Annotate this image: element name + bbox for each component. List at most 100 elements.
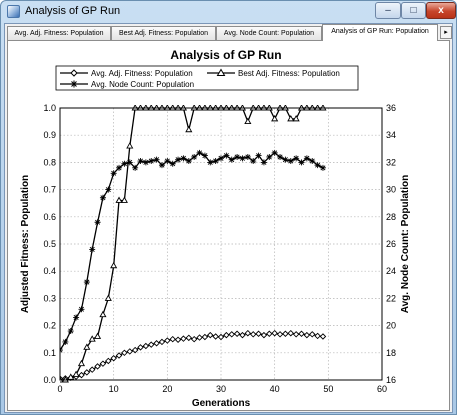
- legend-marker-best-fitness: [216, 68, 226, 76]
- data-point-star: [78, 306, 85, 313]
- data-point-diamond: [174, 336, 182, 343]
- chart-title: Analysis of GP Run: [170, 48, 281, 62]
- data-point-diamond: [249, 331, 257, 338]
- data-point-diamond: [223, 331, 230, 339]
- legend-box: [55, 65, 359, 91]
- data-point-triangle: [110, 261, 118, 269]
- data-point-star: [62, 338, 69, 345]
- data-point-diamond: [292, 331, 300, 338]
- data-point-star: [158, 162, 165, 169]
- data-point-diamond: [260, 331, 268, 339]
- data-point-diamond: [131, 346, 139, 354]
- tab-avg-node-count[interactable]: Avg. Node Count: Population: [216, 26, 322, 40]
- data-point-star: [244, 153, 251, 160]
- y-tick-label: 0.7: [43, 185, 56, 195]
- data-point-star: [105, 186, 112, 193]
- data-point-star: [169, 160, 176, 167]
- data-point-triangle: [88, 335, 96, 342]
- tab-analysis[interactable]: Analysis of GP Run: Population: [322, 24, 438, 41]
- tab-best-adj-fitness[interactable]: Best Adj. Fitness: Population: [111, 26, 216, 40]
- data-point-triangle: [292, 114, 300, 122]
- data-point-star: [153, 156, 160, 163]
- x-tick-label: 20: [162, 384, 172, 394]
- data-point-star: [137, 158, 144, 165]
- data-point-triangle: [115, 196, 123, 203]
- title-bar[interactable]: Analysis of GP Run – □ x: [1, 1, 456, 23]
- data-point-star: [132, 164, 139, 171]
- data-point-star: [223, 152, 230, 159]
- data-point-triangle: [126, 142, 134, 149]
- data-point-star: [83, 279, 90, 286]
- data-point-diamond: [298, 330, 305, 337]
- data-point-triangle: [104, 294, 112, 301]
- data-point-triangle: [72, 370, 80, 378]
- data-point-diamond: [276, 331, 284, 338]
- data-point-diamond: [142, 342, 150, 350]
- data-point-triangle: [83, 343, 91, 350]
- data-point-star: [94, 219, 101, 226]
- tab-avg-adj-fitness[interactable]: Avg. Adj. Fitness: Population: [7, 26, 111, 40]
- data-point-star: [303, 155, 310, 162]
- legend-label-best-fitness: Best Adj. Fitness: Population: [238, 69, 340, 78]
- data-point-diamond: [88, 366, 96, 373]
- data-point-star: [110, 170, 117, 177]
- data-point-diamond: [201, 333, 209, 341]
- y-tick-label: 0.4: [43, 266, 56, 276]
- data-point-star: [228, 156, 235, 163]
- y2-tick-label: 26: [386, 239, 396, 249]
- y-tick-label: 0.2: [43, 321, 56, 331]
- data-point-star: [207, 159, 214, 166]
- data-point-star: [191, 153, 198, 160]
- data-point-star: [298, 159, 305, 166]
- data-point-diamond: [255, 330, 262, 337]
- data-point-star: [201, 152, 208, 159]
- data-point-diamond: [158, 338, 166, 346]
- close-button[interactable]: x: [426, 2, 456, 19]
- data-point-star: [266, 153, 273, 160]
- data-point-star: [196, 149, 203, 156]
- data-point-diamond: [190, 335, 198, 343]
- data-point-diamond: [105, 357, 112, 365]
- data-point-star: [277, 153, 284, 160]
- y2-axis-label: Avg. Node Count: Population: [400, 175, 411, 314]
- data-point-diamond: [196, 334, 203, 341]
- data-point-star: [99, 194, 106, 201]
- data-point-star: [271, 149, 278, 156]
- data-point-triangle: [287, 114, 295, 122]
- chart-panel: Analysis of GP Run Avg. Adj. Fitness: Po…: [7, 40, 450, 411]
- maximize-button[interactable]: □: [401, 2, 426, 19]
- data-point-diamond: [212, 333, 219, 340]
- legend-marker-node-count: [70, 80, 78, 88]
- data-point-star: [126, 159, 133, 166]
- y-axis-label: Adjusted Fitness: Population: [20, 175, 31, 313]
- legend: Avg. Adj. Fitness: Population Best Adj. …: [55, 65, 359, 91]
- app-icon: [7, 5, 20, 18]
- y2-tick-label: 32: [386, 157, 396, 167]
- data-point-star: [260, 159, 267, 166]
- data-point-star: [212, 158, 219, 165]
- series-layer: [60, 105, 327, 383]
- tab-scroll-right-icon[interactable]: ▸: [440, 26, 452, 39]
- data-point-diamond: [115, 352, 123, 359]
- data-point-star: [250, 158, 257, 165]
- data-point-diamond: [147, 341, 155, 348]
- data-point-star: [255, 152, 262, 159]
- data-point-star: [287, 158, 294, 165]
- data-point-star: [116, 164, 123, 171]
- data-point-triangle: [271, 114, 279, 122]
- x-tick-label: 10: [109, 384, 119, 394]
- data-point-diamond: [121, 349, 128, 357]
- data-point-triangle: [93, 332, 102, 339]
- y-tick-label: 0.5: [43, 239, 56, 249]
- data-point-triangle: [244, 117, 252, 125]
- y2-tick-label: 20: [386, 321, 396, 331]
- data-point-triangle: [67, 373, 75, 380]
- data-point-diamond: [271, 329, 278, 337]
- data-point-diamond: [180, 335, 187, 342]
- data-point-diamond: [228, 331, 235, 338]
- minimize-button[interactable]: –: [375, 2, 401, 19]
- x-tick-label: 30: [216, 384, 226, 394]
- plot-frame: [59, 107, 383, 381]
- y2-tick-label: 22: [386, 293, 396, 303]
- y2-tick-label: 18: [386, 348, 396, 358]
